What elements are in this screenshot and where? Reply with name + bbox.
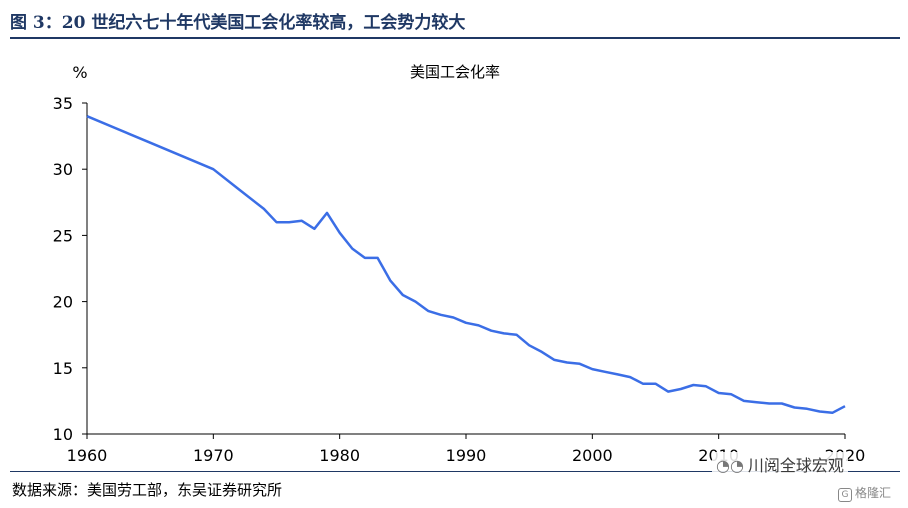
axes [82, 102, 846, 439]
watermark-text: 川阅全球宏观 [747, 456, 844, 475]
wechat-icon: ◔◔ [716, 456, 744, 475]
y-tick-label: 25 [53, 226, 73, 245]
chart: 美国工会化率 % 10 15 20 25 30 35 1960 1970 1980 1990 200… [53, 63, 866, 465]
chart-title: 美国工会化率 [410, 63, 500, 81]
y-axis-unit-label: % [72, 63, 87, 82]
x-tick-label: 1990 [446, 446, 487, 465]
x-tick-label: 1970 [193, 446, 234, 465]
series-line [86, 115, 846, 415]
y-tick-label: 15 [53, 359, 73, 378]
source-note: 数据来源：美国劳工部，东吴证券研究所 [12, 481, 283, 499]
y-tick-label: 20 [53, 293, 73, 312]
tick-labels: 1015202530351960197019801990200020102020 [53, 94, 866, 465]
y-tick-label: 10 [53, 425, 73, 444]
figure-title: 图 3：20 世纪六七十年代美国工会化率较高，工会势力较大 [10, 13, 466, 33]
y-tick-label: 35 [53, 94, 73, 113]
x-tick-label: 1980 [319, 446, 360, 465]
x-tick-label: 1960 [67, 446, 108, 465]
gelonghui-logo-icon: G [838, 488, 852, 502]
watermark: ◔◔ 川阅全球宏观 [712, 452, 848, 476]
watermark-sub-text: 格隆汇 [855, 486, 892, 500]
footer-rule [10, 471, 900, 472]
watermark-secondary: G 格隆汇 [838, 484, 891, 502]
x-tick-label: 2000 [572, 446, 613, 465]
y-tick-label: 30 [53, 160, 73, 179]
title-rule [10, 37, 900, 39]
